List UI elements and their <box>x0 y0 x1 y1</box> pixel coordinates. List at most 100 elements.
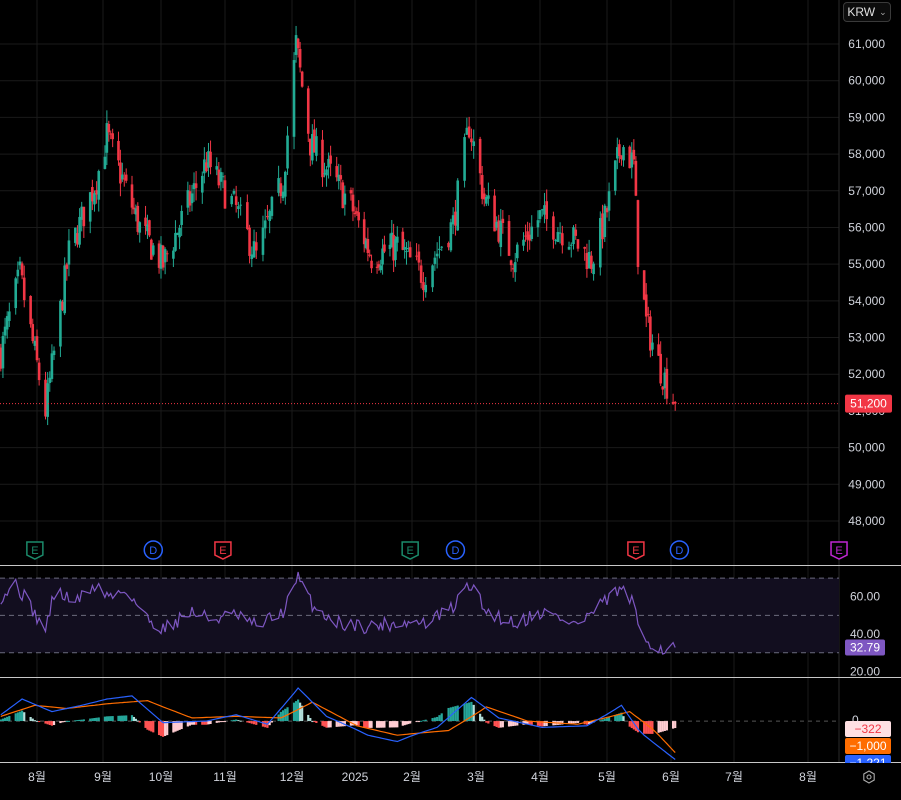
candle-body <box>501 218 505 223</box>
time-axis-label: 11월 <box>213 770 237 784</box>
time-axis[interactable] <box>0 763 901 795</box>
macd-histogram-bar <box>63 721 66 723</box>
candle-body <box>138 222 142 233</box>
candle-body <box>95 190 98 195</box>
candle-body <box>161 245 165 268</box>
macd-histogram-bar <box>605 717 609 722</box>
earnings-event-marker[interactable]: E <box>214 541 232 560</box>
time-axis-label: 9월 <box>94 770 112 784</box>
currency-selector[interactable]: KRW ⌄ <box>843 2 891 22</box>
macd-histogram-bar <box>296 699 300 722</box>
candle-body <box>449 222 453 251</box>
candle-body <box>357 212 360 221</box>
macd-histogram-bar <box>91 718 94 722</box>
candle-body <box>438 248 441 251</box>
candle-body <box>341 182 345 209</box>
candle-body <box>620 155 623 160</box>
macd-histogram-bar <box>323 721 326 727</box>
macd-histogram-bar <box>250 721 253 724</box>
candle-body <box>509 260 513 266</box>
candle-body <box>601 213 604 240</box>
candle-body <box>353 212 357 215</box>
macd-histogram-bar <box>299 702 302 722</box>
macd-histogram-bar <box>422 720 425 722</box>
macd-histogram-bar <box>543 721 546 727</box>
candle-body <box>327 158 330 168</box>
candle-body <box>613 160 617 191</box>
macd-histogram-bar <box>31 718 34 722</box>
macd-histogram-bar <box>192 721 196 725</box>
macd-histogram-bar <box>3 717 7 722</box>
candle-body <box>383 244 386 252</box>
dividend-event-marker[interactable]: D <box>143 540 164 560</box>
candle-body <box>176 232 179 235</box>
candle-body <box>524 235 527 237</box>
dividend-event-marker[interactable]: D <box>669 540 690 560</box>
macd-histogram-bar <box>536 721 540 726</box>
earnings-event-marker[interactable]: E <box>830 541 848 560</box>
macd-histogram-bar <box>651 721 654 734</box>
macd-histogram-bar <box>130 715 134 722</box>
candle-body <box>663 372 667 389</box>
macd-histogram-bar <box>379 721 382 728</box>
macd-histogram-bar <box>230 720 233 722</box>
candle-body <box>22 277 26 301</box>
macd-histogram-bar <box>82 719 85 722</box>
earnings-event-marker[interactable]: E <box>627 541 645 560</box>
candle-body <box>44 379 47 417</box>
macd-histogram-bar <box>516 721 519 726</box>
macd-histogram-bar <box>138 721 141 723</box>
candle-body <box>239 204 242 206</box>
settings-button[interactable] <box>859 767 879 787</box>
dividend-event-marker[interactable]: D <box>445 540 466 560</box>
macd-histogram-bar <box>215 721 218 723</box>
candle-body <box>248 227 251 256</box>
macd-histogram-bar <box>76 720 79 722</box>
macd-histogram-bar <box>33 720 36 722</box>
macd-histogram-bar <box>313 721 316 723</box>
macd-histogram-bar <box>52 721 56 726</box>
macd-histogram-bar <box>325 721 328 728</box>
macd-histogram-bar <box>599 720 602 722</box>
candle-body <box>335 166 339 178</box>
candle-body <box>192 183 196 190</box>
candle-body <box>415 255 418 257</box>
candle-body <box>190 193 194 204</box>
macd-histogram-bar <box>470 701 473 722</box>
macd-histogram-bar <box>46 721 49 725</box>
macd-histogram-bar <box>255 721 258 725</box>
macd-line <box>0 687 676 760</box>
candle-body <box>132 207 136 210</box>
macd-histogram-bar <box>603 718 606 722</box>
macd-histogram-bar <box>6 716 9 722</box>
macd-histogram-bar <box>392 721 395 728</box>
candle-body <box>585 253 589 270</box>
macd-histogram-bar <box>383 721 386 728</box>
macd-histogram-bar <box>483 719 486 722</box>
macd-histogram-bar <box>301 705 304 722</box>
candle-body <box>150 239 153 260</box>
candle-body <box>603 205 607 238</box>
macd-histogram-bar <box>188 721 192 726</box>
macd-histogram-bar <box>607 717 611 722</box>
macd-histogram-bar <box>161 721 165 737</box>
candle-body <box>80 206 84 220</box>
macd-histogram-bar <box>528 721 531 725</box>
earnings-event-marker[interactable]: E <box>401 541 419 560</box>
candle-body <box>355 211 359 213</box>
macd-histogram-bar <box>472 704 475 722</box>
candle-body <box>230 195 233 205</box>
candle-body <box>107 123 111 133</box>
candle-body <box>52 350 56 356</box>
candle-body <box>576 239 580 249</box>
macd-histogram-bar <box>121 715 124 722</box>
candle-body <box>300 71 304 87</box>
candle-body <box>482 193 486 200</box>
macd-histogram-bar <box>440 713 443 722</box>
candle-body <box>111 133 114 140</box>
earnings-event-marker[interactable]: E <box>26 541 44 560</box>
macd-signal-line <box>0 699 676 754</box>
macd-histogram-bar <box>50 721 54 726</box>
